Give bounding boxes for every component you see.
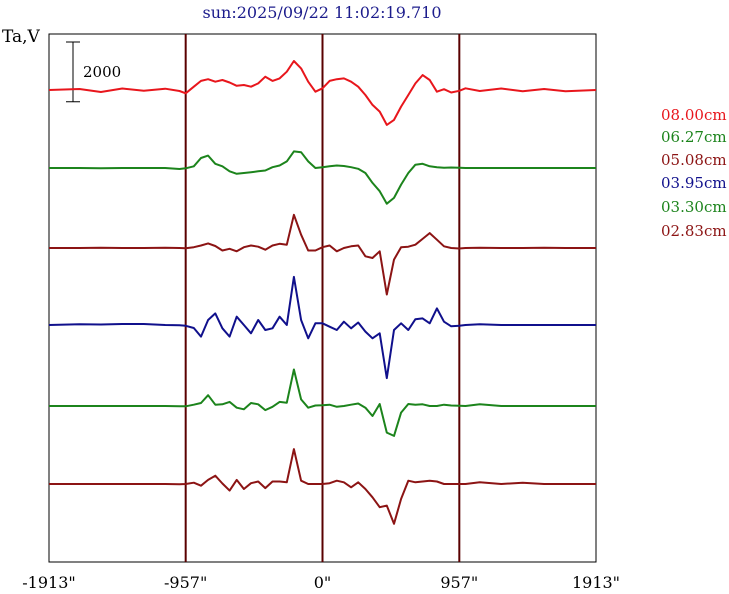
series-line-05.08cm <box>49 213 596 296</box>
legend-entry-03.30cm: 03.30cm <box>661 198 727 216</box>
series-layer <box>48 60 597 525</box>
y-axis-label: Ta,V <box>2 27 41 47</box>
x-tick-label-3: 957" <box>440 573 478 592</box>
x-tick-label-4: 1913" <box>572 573 620 592</box>
legend: 08.00cm 06.27cm 05.08cm 03.95cm 03.30cm 02.83… <box>661 106 727 240</box>
series-line-06.27cm <box>49 150 596 205</box>
x-tick-label-1: -957" <box>164 573 207 592</box>
x-tick-label-2: 0" <box>314 573 332 592</box>
x-tick-labels: -1913" -957" 0" 957" 1913" <box>22 573 620 592</box>
vertical-reference-lines <box>184 34 461 562</box>
series-line-02.83cm <box>49 448 596 525</box>
scale-bar: 2000 <box>66 41 121 103</box>
legend-entry-06.27cm: 06.27cm <box>661 128 727 146</box>
legend-entry-08.00cm: 08.00cm <box>661 106 727 124</box>
scale-bar-label: 2000 <box>83 63 121 81</box>
legend-entry-05.08cm: 05.08cm <box>661 151 727 169</box>
legend-entry-03.95cm: 03.95cm <box>661 174 727 192</box>
chart-title: sun:2025/09/22 11:02:19.710 <box>203 3 442 22</box>
x-tick-label-0: -1913" <box>22 573 75 592</box>
series-line-03.30cm <box>49 368 596 437</box>
series-line-03.95cm <box>48 275 596 380</box>
legend-entry-02.83cm: 02.83cm <box>661 222 727 240</box>
series-line-08.00cm <box>48 60 597 126</box>
